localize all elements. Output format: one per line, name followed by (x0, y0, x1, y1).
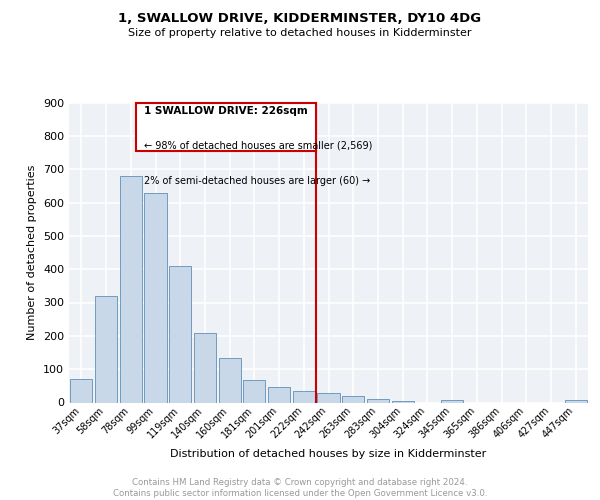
Bar (441, 400, 463, 402)
Bar (293, 391, 315, 402)
Bar (268, 387, 290, 402)
Text: 1 SWALLOW DRIVE: 226sqm: 1 SWALLOW DRIVE: 226sqm (144, 106, 308, 116)
Bar (218, 358, 241, 403)
Bar (392, 401, 414, 402)
Bar (317, 393, 340, 402)
Bar (136, 102, 316, 151)
Bar (95, 296, 117, 403)
Bar (367, 399, 389, 402)
Bar (565, 400, 587, 402)
Y-axis label: Number of detached properties: Number of detached properties (28, 165, 37, 340)
X-axis label: Distribution of detached houses by size in Kidderminster: Distribution of detached houses by size … (170, 448, 487, 458)
Bar (243, 380, 265, 402)
Bar (119, 176, 142, 402)
Bar (169, 266, 191, 402)
Text: ← 98% of detached houses are smaller (2,569): ← 98% of detached houses are smaller (2,… (143, 140, 372, 150)
Text: Size of property relative to detached houses in Kidderminster: Size of property relative to detached ho… (128, 28, 472, 38)
Text: 1, SWALLOW DRIVE, KIDDERMINSTER, DY10 4DG: 1, SWALLOW DRIVE, KIDDERMINSTER, DY10 4D… (118, 12, 482, 26)
Bar (342, 396, 364, 402)
Text: Contains HM Land Registry data © Crown copyright and database right 2024.
Contai: Contains HM Land Registry data © Crown c… (113, 478, 487, 498)
Bar (70, 379, 92, 402)
Text: 2% of semi-detached houses are larger (60) →: 2% of semi-detached houses are larger (6… (143, 176, 370, 186)
Bar (194, 332, 216, 402)
Bar (145, 192, 167, 402)
